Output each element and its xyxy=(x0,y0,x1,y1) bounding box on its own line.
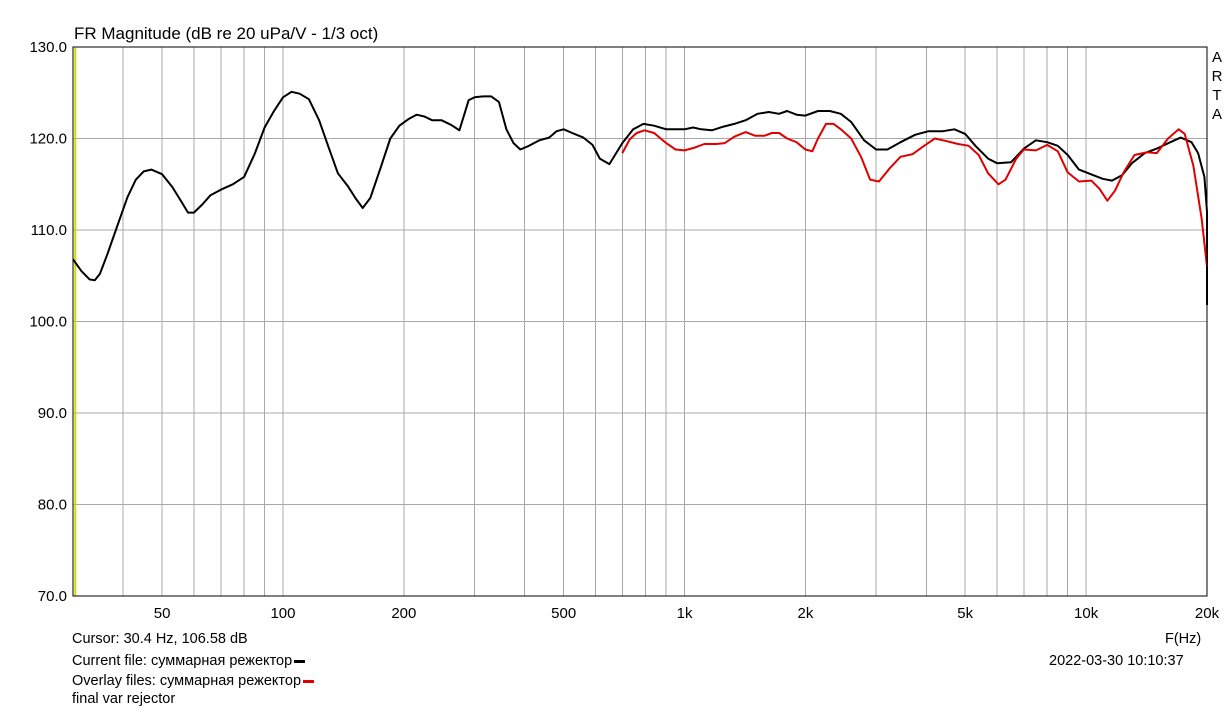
x-tick-label: 1k xyxy=(677,605,693,622)
current-file-label: Current file: суммарная режектор xyxy=(72,653,306,669)
x-axis-unit: F(Hz) xyxy=(1165,631,1202,647)
cursor-readout: Cursor: 30.4 Hz, 106.58 dB xyxy=(72,631,248,647)
overlay-files-text: Overlay files: суммарная режектор xyxy=(72,673,302,689)
series-line-overlay xyxy=(621,122,1208,267)
watermark-letter: T xyxy=(1212,87,1222,104)
x-tick-label: 20k xyxy=(1195,605,1220,622)
y-tick-label: 90.0 xyxy=(38,405,67,422)
y-tick-label: 70.0 xyxy=(38,588,67,605)
plot-frame xyxy=(72,46,1208,597)
y-tick-label: 100.0 xyxy=(29,314,67,331)
x-tick-label: 10k xyxy=(1074,605,1099,622)
x-tick-label: 100 xyxy=(270,605,295,622)
y-tick-label: 110.0 xyxy=(31,222,67,239)
series-layer xyxy=(72,90,1208,305)
timestamp: 2022-03-30 10:10:37 xyxy=(1049,653,1184,669)
watermark-letter: A xyxy=(1211,49,1222,66)
x-tick-label: 200 xyxy=(391,605,416,622)
y-axis-ticks: 130.0 120.0 110.0 100.0 90.0 80.0 70.0 xyxy=(29,39,67,605)
current-file-swatch xyxy=(294,659,306,663)
x-tick-label: 5k xyxy=(957,605,973,622)
x-axis-ticks: 50 100 200 500 1k 2k 5k 10k 20k xyxy=(154,605,1220,622)
y-tick-label: 130.0 xyxy=(29,39,67,56)
x-tick-label: 2k xyxy=(798,605,814,622)
chart-title: FR Magnitude (dB re 20 uPa/V - 1/3 oct) xyxy=(74,24,378,43)
overlay-file-swatch xyxy=(303,679,315,683)
series-line-current xyxy=(72,90,1208,305)
overlay-file-2-label: final var rejector xyxy=(72,691,176,707)
current-file-text: Current file: суммарная режектор xyxy=(72,653,293,669)
overlay-files-label: Overlay files: суммарная режектор xyxy=(72,673,315,689)
watermark-letter: A xyxy=(1211,106,1222,123)
x-tick-label: 50 xyxy=(154,605,171,622)
x-tick-label: 500 xyxy=(551,605,576,622)
grid xyxy=(73,47,1207,596)
y-tick-label: 120.0 xyxy=(29,131,67,148)
arta-watermark: A R T A xyxy=(1211,48,1223,124)
watermark-letter: R xyxy=(1211,68,1223,85)
y-tick-label: 80.0 xyxy=(38,497,67,514)
